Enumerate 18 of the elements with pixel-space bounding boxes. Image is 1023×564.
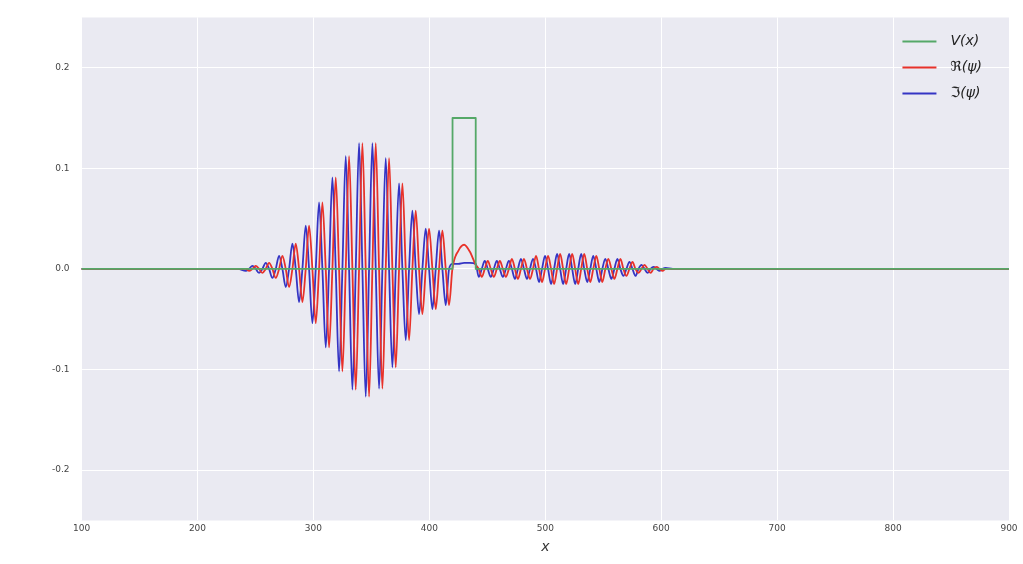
x-tick-label: 400 bbox=[420, 523, 439, 534]
x-tick-label: 900 bbox=[1000, 523, 1018, 534]
legend-label: V(x) bbox=[950, 32, 980, 49]
y-tick-label: 0.1 bbox=[55, 162, 70, 173]
y-tick-label: -0.2 bbox=[52, 464, 70, 475]
x-tick-label: 500 bbox=[536, 523, 555, 534]
legend-label: ℜ(ψ) bbox=[950, 58, 983, 75]
y-tick-label: 0.2 bbox=[55, 62, 70, 73]
x-tick-label: 200 bbox=[188, 523, 207, 534]
x-tick-label: 600 bbox=[652, 523, 671, 534]
x-axis-title: x bbox=[540, 538, 551, 555]
legend-label: ℑ(ψ) bbox=[950, 84, 981, 101]
y-tick-label: -0.1 bbox=[52, 363, 70, 374]
x-tick-label: 100 bbox=[72, 523, 91, 534]
y-tick-label: 0.0 bbox=[55, 263, 70, 274]
x-tick-label: 800 bbox=[884, 523, 902, 534]
x-tick-label: 300 bbox=[304, 523, 323, 534]
x-tick-label: 700 bbox=[768, 523, 786, 534]
